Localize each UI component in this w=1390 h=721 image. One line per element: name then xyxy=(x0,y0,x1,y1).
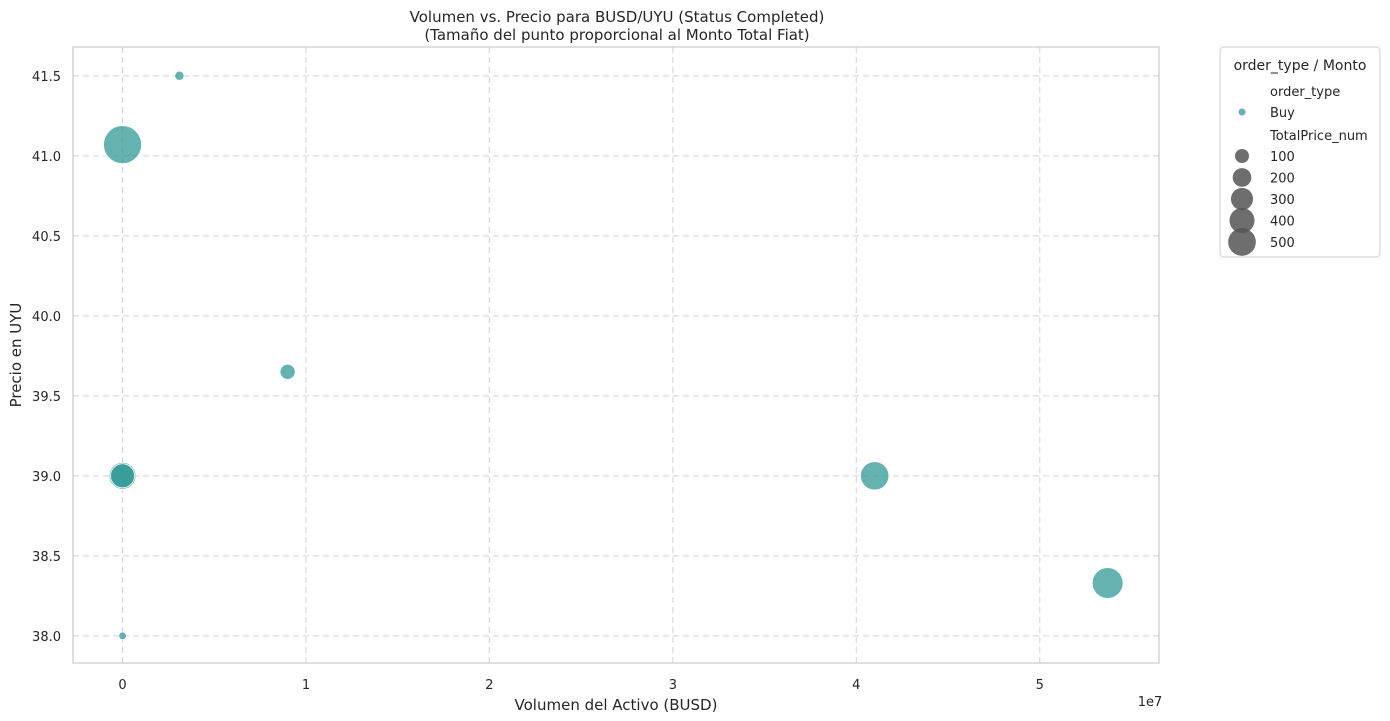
x-axis-label: Volumen del Activo (BUSD) xyxy=(515,696,718,714)
data-point xyxy=(103,125,142,165)
legend-hue-heading: order_type xyxy=(1270,85,1340,100)
data-point xyxy=(1091,567,1124,599)
chart-subtitle: (Tamaño del punto proporcional al Monto … xyxy=(424,26,809,44)
data-point xyxy=(110,463,135,489)
y-tick-label: 39.5 xyxy=(32,390,61,405)
x-tick-label: 3 xyxy=(669,678,677,693)
y-tick-label: 40.0 xyxy=(32,310,61,325)
legend-size-marker xyxy=(1230,187,1254,211)
data-point xyxy=(279,363,296,380)
y-tick-label: 38.5 xyxy=(32,550,61,565)
legend-size-label: 200 xyxy=(1270,172,1295,187)
x-tick-label: 5 xyxy=(1036,678,1044,693)
legend-size-label: 500 xyxy=(1270,236,1295,251)
legend: order_type / Monto order_type Buy TotalP… xyxy=(1219,46,1381,258)
x-tick-label: 2 xyxy=(485,678,493,693)
y-tick-label: 39.0 xyxy=(32,470,61,485)
chart-title: Volumen vs. Precio para BUSD/UYU (Status… xyxy=(410,8,825,26)
legend-size-marker xyxy=(1229,207,1255,234)
legend-size-heading: TotalPrice_num xyxy=(1269,129,1368,144)
y-axis-label: Precio en UYU xyxy=(7,303,25,408)
data-point xyxy=(118,631,127,641)
data-points xyxy=(103,70,1124,641)
grid-lines xyxy=(73,47,1159,663)
legend-size-label: 300 xyxy=(1270,193,1295,208)
y-axis-ticks: 38.0 38.5 39.0 39.5 40.0 40.5 41.0 41.5 xyxy=(32,70,61,645)
x-tick-label: 4 xyxy=(852,678,860,693)
legend-marker-buy xyxy=(1238,108,1246,116)
data-point xyxy=(860,461,890,491)
legend-size-marker xyxy=(1232,168,1252,187)
legend-size-label: 100 xyxy=(1270,150,1295,165)
x-axis-ticks: 0 1 2 3 4 5 xyxy=(118,678,1044,693)
legend-frame xyxy=(1219,46,1381,258)
x-tick-label: 0 xyxy=(118,678,126,693)
legend-title: order_type / Monto xyxy=(1234,58,1367,74)
y-tick-label: 38.0 xyxy=(32,630,61,645)
x-axis-offset-label: 1e7 xyxy=(1138,695,1163,710)
y-tick-label: 41.0 xyxy=(32,150,61,165)
y-tick-label: 40.5 xyxy=(32,230,61,245)
legend-label: Buy xyxy=(1270,106,1295,121)
x-tick-label: 1 xyxy=(302,678,310,693)
y-tick-label: 41.5 xyxy=(32,70,61,85)
data-point xyxy=(174,70,185,81)
legend-size-marker xyxy=(1234,148,1250,164)
plot-frame xyxy=(72,46,1160,664)
legend-size-marker xyxy=(1228,228,1256,256)
legend-size-label: 400 xyxy=(1270,215,1295,230)
